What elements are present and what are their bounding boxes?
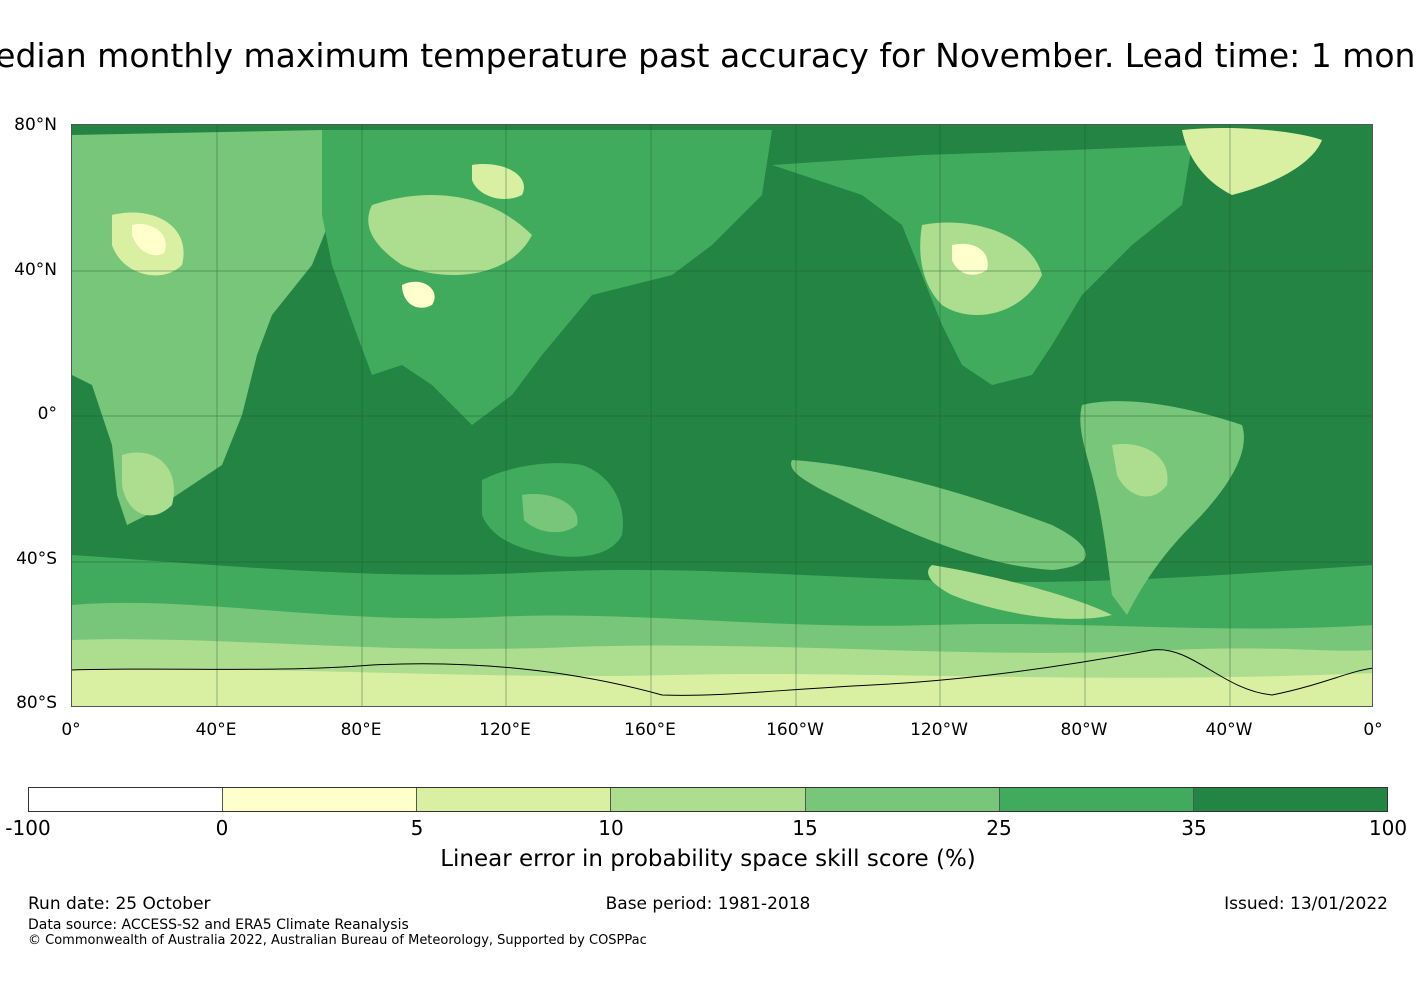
- colorbar-segment: [1193, 788, 1387, 811]
- southern-africa-patch: [122, 452, 174, 516]
- lon-label-40w: 40°W: [1205, 720, 1253, 740]
- north-america-highlight: [952, 243, 988, 275]
- lat-label-40n: 40°N: [14, 260, 57, 280]
- colorbar-tick: 25: [986, 816, 1012, 840]
- lat-label-80s: 80°S: [16, 693, 57, 713]
- siberia-patch: [472, 164, 524, 200]
- lon-label-80e: 80°E: [340, 720, 382, 740]
- graticule: [72, 125, 1372, 706]
- chart-title: Median monthly maximum temperature past …: [0, 36, 1416, 75]
- colorbar: [28, 787, 1388, 812]
- colorbar-tick: 10: [598, 816, 624, 840]
- lon-label-80w: 80°W: [1060, 720, 1108, 740]
- australia-light-patch: [522, 494, 578, 533]
- lon-label-120e: 120°E: [479, 720, 531, 740]
- lon-label-160w: 160°W: [766, 720, 824, 740]
- issued-date: Issued: 13/01/2022: [1224, 894, 1388, 914]
- lon-label-40e: 40°E: [195, 720, 237, 740]
- colorbar-segment: [611, 788, 806, 811]
- europe-highlight: [132, 224, 166, 256]
- colorbar-segment: [223, 788, 418, 811]
- colorbar-tick: 100: [1368, 816, 1408, 840]
- colorbar-segment: [805, 788, 1000, 811]
- asia-highlight: [402, 281, 435, 308]
- lon-label-120w: 120°W: [910, 720, 968, 740]
- colorbar-segment: [417, 788, 612, 811]
- data-source: Data source: ACCESS-S2 and ERA5 Climate …: [28, 917, 409, 933]
- antarctic-band-light: [72, 668, 1372, 706]
- antarctica-coastline: [72, 649, 1372, 696]
- colorbar-label: Linear error in probability space skill …: [440, 846, 976, 872]
- colorbar-tick: -100: [5, 816, 51, 840]
- lat-label-80n: 80°N: [14, 115, 57, 135]
- colorbar-tick: 0: [215, 816, 229, 840]
- lon-label-0: 0°: [61, 720, 81, 740]
- lon-label-0-right: 0°: [1363, 720, 1383, 740]
- pacific-patch: [791, 460, 1086, 570]
- greenland-landmass: [1182, 128, 1322, 195]
- colorbar-tick: 35: [1181, 816, 1207, 840]
- pacific-patch-light: [928, 565, 1112, 619]
- base-period: Base period: 1981-2018: [605, 894, 811, 914]
- copyright: © Commonwealth of Australia 2022, Austra…: [28, 933, 647, 948]
- south-america-light-patch: [1112, 444, 1168, 497]
- colorbar-tick: 5: [410, 816, 424, 840]
- lat-label-40s: 40°S: [16, 549, 57, 569]
- run-date: Run date: 25 October: [28, 894, 211, 914]
- colorbar-segment: [29, 788, 224, 811]
- lon-label-160e: 160°E: [624, 720, 676, 740]
- asia-light-patch: [368, 195, 532, 275]
- colorbar-tick: 15: [792, 816, 818, 840]
- skill-score-map: [71, 124, 1373, 707]
- map-graphic: [72, 125, 1372, 706]
- colorbar-segment: [999, 788, 1194, 811]
- lat-label-0: 0°: [37, 404, 57, 424]
